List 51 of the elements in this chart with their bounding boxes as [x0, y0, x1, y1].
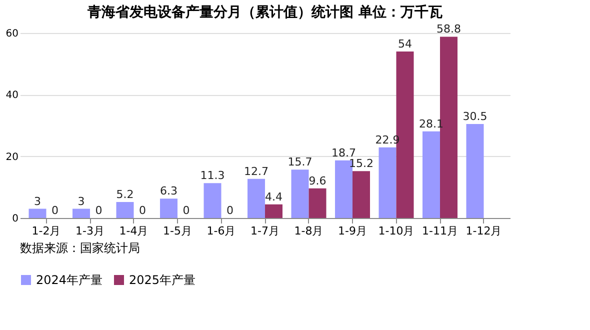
- bar: [291, 170, 309, 218]
- bar: [72, 208, 90, 218]
- x-tick-label: 1-5月: [163, 224, 192, 238]
- x-tick-label: 1-2月: [32, 224, 61, 238]
- x-tick-label: 1-9月: [338, 224, 367, 238]
- bar: [422, 131, 440, 218]
- data-label: 6.3: [160, 184, 178, 198]
- bar: [466, 124, 484, 218]
- data-label: 15.2: [349, 157, 374, 170]
- y-tick-label: 0: [12, 214, 18, 224]
- x-tick-label: 1-7月: [250, 224, 280, 238]
- bar: [378, 147, 396, 218]
- data-label: 9.6: [308, 174, 326, 188]
- bar: [204, 183, 222, 218]
- bar: [308, 188, 326, 218]
- data-label: 12.7: [244, 164, 268, 178]
- data-label: 4.4: [265, 190, 282, 204]
- data-label: 54: [398, 38, 412, 50]
- data-label: 30.5: [462, 110, 488, 123]
- y-tick-label: 40: [6, 90, 18, 102]
- data-label: 58.8: [436, 22, 461, 36]
- bar: [352, 171, 370, 218]
- data-label: 5.2: [116, 188, 134, 201]
- bar: [265, 204, 282, 218]
- data-label: 0: [226, 204, 234, 217]
- data-label: 15.7: [288, 156, 312, 169]
- x-tick-label: 1-12月: [466, 224, 502, 238]
- data-label: 0: [139, 204, 146, 217]
- x-tick-label: 1-10月: [378, 224, 414, 238]
- data-label: 11.3: [200, 169, 225, 182]
- x-tick-label: 1-3月: [76, 224, 104, 238]
- data-label: 18.7: [332, 146, 356, 160]
- source-note: 数据来源：国家统计局: [20, 241, 140, 255]
- bar: [248, 178, 265, 218]
- bar: [160, 198, 178, 218]
- data-label: 0: [95, 204, 102, 217]
- x-tick-label: 1-6月: [206, 224, 236, 238]
- bar: [116, 202, 134, 218]
- data-label: 0: [52, 204, 58, 217]
- data-label: 3: [78, 194, 85, 208]
- x-tick-label: 1-11月: [422, 224, 458, 238]
- legend-label: 2025年产量: [129, 273, 196, 287]
- data-label: 0: [182, 204, 190, 217]
- x-tick-label: 1-4月: [119, 224, 148, 238]
- bar: [28, 208, 46, 218]
- legend-label: 2024年产量: [36, 273, 103, 287]
- y-tick-label: 20: [6, 152, 18, 163]
- y-tick-label: 60: [6, 28, 18, 40]
- data-label: 3: [34, 194, 41, 208]
- chart-title: 青海省发电设备产量分月（累计值）统计图 单位：万千瓦: [86, 4, 442, 21]
- x-tick-label: 1-8月: [294, 224, 324, 238]
